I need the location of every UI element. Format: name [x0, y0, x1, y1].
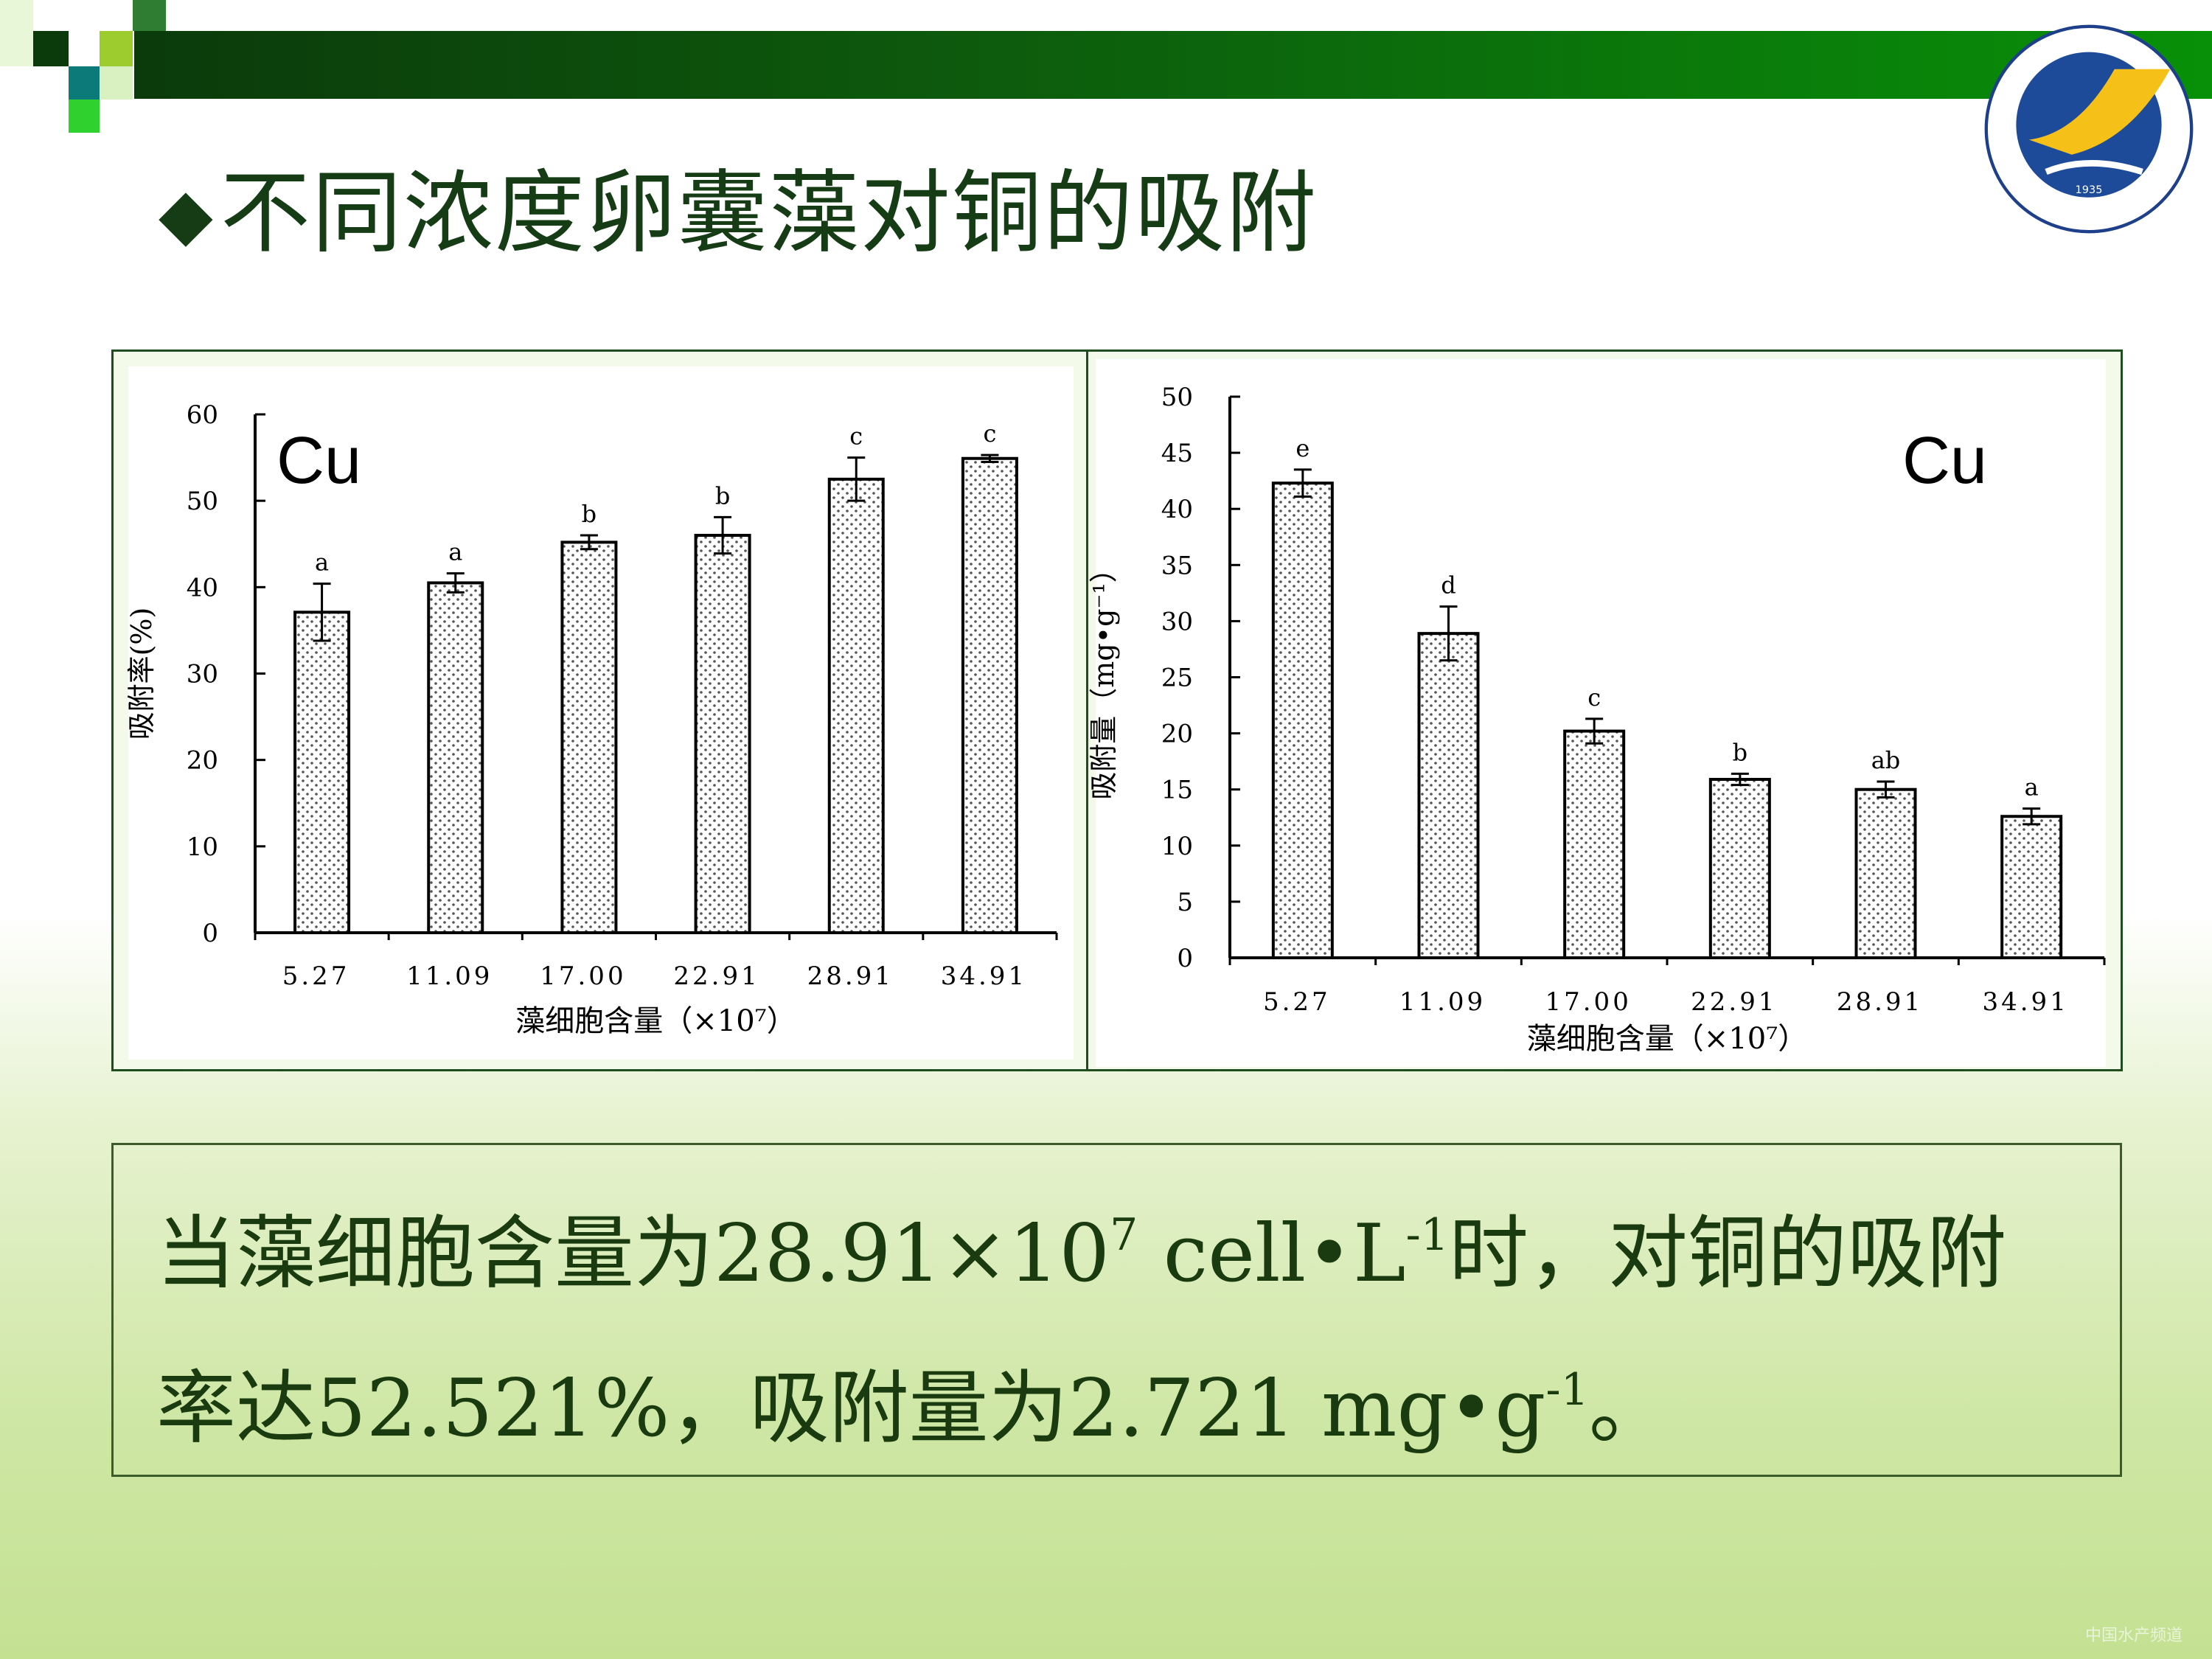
- x-tick-label: 22.91: [1691, 987, 1777, 1017]
- decor-square: [69, 66, 100, 100]
- svg-text:1935: 1935: [2076, 184, 2103, 196]
- watermark: 中国水产频道: [2084, 1627, 2183, 1645]
- x-tick-label: 28.91: [807, 961, 894, 991]
- significance-label: d: [1441, 571, 1455, 599]
- summary-line-2: 率达52.521%，吸附量为2.721 mg•g-1。: [156, 1344, 1669, 1459]
- x-tick-label: 11.09: [1399, 987, 1486, 1017]
- decor-square: [69, 100, 100, 133]
- decor-square: [100, 66, 133, 100]
- y-tick-label: 50: [1161, 383, 1193, 412]
- summary-text: 时，对铜的吸附: [1448, 1208, 2006, 1300]
- bar: [1417, 632, 1480, 960]
- decor-square: [33, 31, 69, 66]
- y-tick-label: 10: [187, 832, 218, 862]
- bar: [1708, 778, 1771, 959]
- superscript: 7: [1110, 1209, 1138, 1261]
- x-tick-label: 11.09: [406, 961, 493, 991]
- y-tick-label: 20: [187, 746, 218, 776]
- x-tick-label: 34.91: [1982, 987, 2068, 1017]
- university-logo: 1935: [1984, 24, 2194, 234]
- summary-box: 当藻细胞含量为28.91×107 cell•L-1时，对铜的吸附 率达52.52…: [111, 1143, 2122, 1477]
- bar: [961, 456, 1018, 934]
- summary-text: cell•L: [1138, 1208, 1406, 1300]
- title-text: 不同浓度卵囊藻对铜的吸附: [220, 161, 1318, 265]
- superscript: -1: [1405, 1209, 1449, 1261]
- y-tick-label: 40: [187, 573, 218, 602]
- significance-label: e: [1295, 434, 1310, 462]
- y-tick-label: 0: [202, 919, 218, 948]
- bar: [2000, 815, 2063, 960]
- x-tick-label: 17.00: [540, 961, 626, 991]
- y-tick-label: 35: [1161, 551, 1193, 580]
- diamond-bullet-icon: ◆: [159, 173, 215, 255]
- significance-label: c: [983, 420, 996, 448]
- significance-label: c: [849, 422, 863, 451]
- significance-label: a: [315, 549, 329, 577]
- x-tick-label: 34.91: [941, 961, 1027, 991]
- y-tick-label: 30: [1161, 607, 1193, 636]
- x-tick-label: 17.00: [1545, 987, 1631, 1017]
- y-axis-label: 吸附量（mg•g⁻¹）: [1088, 554, 1120, 799]
- decor-square: [0, 0, 33, 66]
- x-tick-label: 5.27: [282, 961, 350, 991]
- element-annotation: Cu: [276, 424, 361, 498]
- bar: [560, 540, 618, 934]
- bar: [1271, 481, 1334, 959]
- summary-line-1: 当藻细胞含量为28.91×107 cell•L-1时，对铜的吸附: [156, 1189, 2006, 1304]
- y-tick-label: 30: [187, 660, 218, 689]
- y-tick-label: 60: [187, 400, 218, 430]
- y-tick-label: 40: [1161, 495, 1193, 524]
- bar: [827, 477, 885, 934]
- y-tick-label: 50: [187, 487, 218, 516]
- y-tick-label: 10: [1161, 832, 1193, 861]
- x-axis-label: 藻细胞含量（×10⁷）: [1527, 1022, 1807, 1056]
- significance-label: c: [1587, 684, 1601, 712]
- significance-label: b: [1733, 738, 1747, 766]
- summary-text: 。: [1588, 1363, 1669, 1455]
- bar: [1563, 729, 1626, 960]
- x-tick-label: 28.91: [1837, 987, 1923, 1017]
- bar: [427, 581, 484, 934]
- significance-label: b: [582, 500, 597, 528]
- header-band: [134, 31, 2212, 99]
- superscript: -1: [1545, 1364, 1589, 1416]
- summary-text: 当藻细胞含量为28.91×10: [156, 1208, 1110, 1300]
- y-tick-label: 15: [1161, 776, 1193, 805]
- bar: [1854, 787, 1917, 959]
- summary-text: 率达52.521%，吸附量为2.721 mg•g: [156, 1363, 1546, 1455]
- y-tick-label: 5: [1177, 888, 1193, 917]
- significance-label: ab: [1871, 746, 1901, 774]
- significance-label: b: [715, 481, 730, 509]
- significance-label: a: [2025, 773, 2039, 801]
- decor-square: [133, 0, 166, 31]
- element-annotation: Cu: [1902, 424, 1987, 498]
- x-tick-label: 5.27: [1263, 987, 1331, 1017]
- x-axis-label: 藻细胞含量（×10⁷）: [515, 1004, 796, 1038]
- y-tick-label: 25: [1161, 664, 1193, 693]
- significance-label: a: [448, 538, 462, 566]
- decor-square: [100, 31, 133, 66]
- y-tick-label: 0: [1177, 944, 1193, 973]
- bar: [293, 611, 351, 934]
- y-tick-label: 20: [1161, 720, 1193, 749]
- bar: [694, 534, 751, 934]
- y-tick-label: 45: [1161, 439, 1193, 468]
- slide-title: ◆不同浓度卵囊藻对铜的吸附: [159, 140, 1318, 271]
- y-axis-label: 吸附率(%): [125, 608, 158, 740]
- x-tick-label: 22.91: [673, 961, 759, 991]
